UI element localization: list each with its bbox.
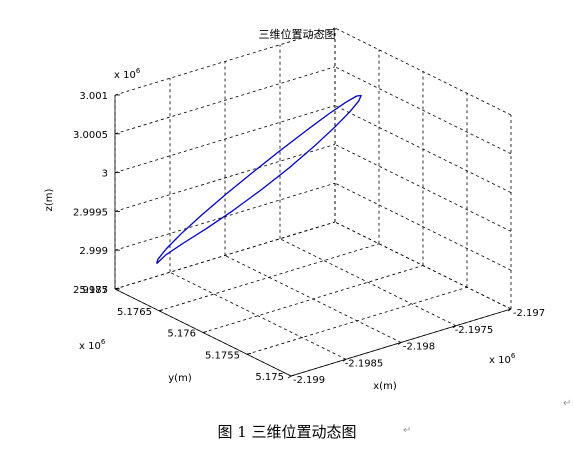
y-tick-label: 5.1755 [205, 350, 240, 361]
z-tick-label: 3.0005 [73, 130, 108, 141]
x-tick-mark [287, 375, 292, 379]
z-multiplier-exponent: 6 [136, 67, 141, 75]
y-multiplier-exponent: 6 [101, 338, 106, 346]
x-tick-mark [507, 308, 512, 312]
edit-mark-2: ↵ [403, 425, 412, 436]
floor-grid-line [169, 271, 347, 360]
z-axis-multiplier: x 106 [114, 67, 141, 81]
floor-grid-line [246, 286, 468, 355]
y-tick-label: 5.1765 [117, 307, 152, 318]
chart-figure: -2.199 -2.1985 -2.198 -2.1975 -2.197 5.175 5.1… [44, 27, 545, 392]
tick-labels: -2.199 -2.1985 -2.198 -2.1975 -2.197 5.175 5.1… [73, 91, 545, 386]
x-tick-label: -2.198 [403, 342, 435, 353]
x-tick-label: -2.197 [513, 308, 545, 319]
y-tick-mark [246, 352, 252, 355]
z-tick-label: 2.999 [79, 246, 108, 257]
side-wall-grid-line [334, 144, 512, 232]
back-wall-grid-line [114, 105, 336, 173]
x-axis-label: x(m) [373, 381, 397, 392]
z-axis-label: z(m) [44, 189, 55, 212]
chart-title: 三维位置动态图 [259, 27, 336, 41]
y-tick-label: 5.175 [255, 372, 284, 383]
back-wall-grid-line [114, 221, 336, 290]
x-tick-label: -2.199 [293, 375, 325, 386]
y-multiplier-base: x 10 [79, 341, 101, 352]
x-tick-label: -2.1985 [345, 358, 384, 369]
z-multiplier-base: x 10 [114, 70, 136, 81]
floor-grid-line [158, 243, 380, 312]
grid-lines [114, 27, 512, 377]
x-axis-multiplier: x 106 [489, 352, 516, 366]
y-axis-label: y(m) [168, 373, 192, 384]
x-multiplier-base: x 10 [489, 355, 511, 366]
side-wall-grid-line [334, 182, 512, 271]
y-tick-mark [290, 374, 296, 377]
z-tick-label: 2.9985 [73, 285, 108, 296]
x-tick-mark [397, 342, 402, 345]
side-wall-grid-line [334, 66, 512, 155]
series-group [155, 94, 362, 265]
x-tick-label: -2.1975 [455, 325, 494, 336]
edit-mark-1: ↵ [563, 398, 572, 409]
side-wall-grid-line [334, 221, 512, 310]
y-tick-label: 5.176 [167, 329, 196, 340]
z-tick-label: 2.9995 [73, 207, 108, 218]
x-tick-mark [342, 358, 347, 362]
back-wall-grid-line [114, 144, 336, 212]
floor-grid-line [279, 238, 457, 327]
figure-caption: 图 1 三维位置动态图 [217, 423, 357, 441]
x-multiplier-exponent: 6 [511, 352, 516, 360]
axis-lines [114, 94, 512, 379]
back-wall-grid-line [114, 27, 336, 96]
back-wall-grid-line [114, 66, 336, 135]
side-wall-grid-line [334, 27, 512, 116]
trajectory-line [155, 94, 362, 265]
y-tick-mark [202, 331, 208, 333]
y-tick-mark [158, 309, 164, 312]
x-tick-mark [452, 325, 457, 329]
z-tick-label: 3.001 [79, 91, 108, 102]
z-tick-label: 3 [102, 169, 108, 180]
floor-grid-line [202, 265, 424, 333]
y-axis-multiplier: x 106 [79, 338, 106, 352]
side-wall-grid-line [334, 105, 512, 193]
y-tick-label: 5.177 [79, 285, 108, 296]
